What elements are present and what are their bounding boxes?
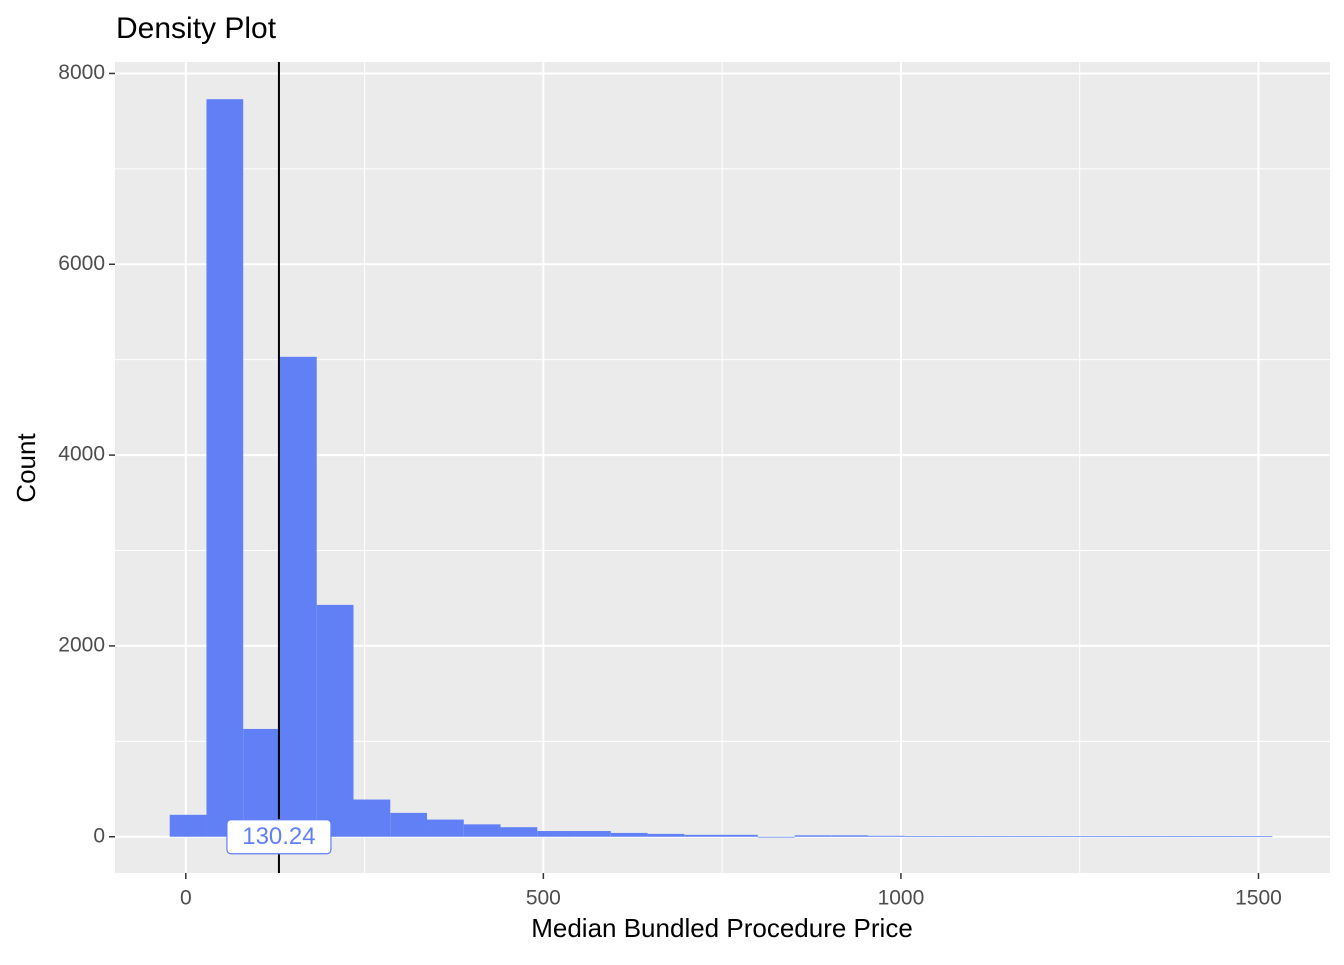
bar bbox=[831, 835, 869, 837]
bar bbox=[427, 819, 464, 837]
bar bbox=[243, 728, 280, 837]
bar bbox=[941, 836, 979, 838]
bar bbox=[684, 834, 722, 837]
median-label-box bbox=[226, 819, 332, 855]
bar bbox=[1051, 836, 1089, 838]
bar bbox=[390, 812, 428, 837]
bar bbox=[1198, 836, 1236, 838]
bar bbox=[463, 824, 501, 837]
bar bbox=[757, 836, 795, 838]
y-tick-label: 4000 bbox=[58, 443, 105, 466]
x-tick-label: 500 bbox=[526, 887, 561, 910]
bar bbox=[1235, 836, 1273, 838]
y-axis-label: Count bbox=[11, 433, 41, 503]
bar bbox=[574, 831, 611, 837]
y-tick-label: 6000 bbox=[58, 252, 105, 275]
bar bbox=[647, 833, 685, 837]
y-tick-label: 0 bbox=[93, 824, 105, 847]
y-tick-label: 2000 bbox=[58, 633, 105, 656]
bar bbox=[169, 814, 207, 837]
bar bbox=[721, 834, 758, 837]
bar bbox=[537, 831, 575, 837]
median-label: 130.24 bbox=[242, 823, 315, 850]
bar bbox=[904, 836, 942, 838]
bar bbox=[316, 604, 354, 837]
bar bbox=[279, 356, 317, 837]
bar bbox=[206, 99, 244, 837]
x-tick-label: 1500 bbox=[1235, 887, 1282, 910]
y-tick-label: 8000 bbox=[58, 61, 105, 84]
bar bbox=[794, 835, 832, 837]
x-axis-label: Median Bundled Procedure Price bbox=[531, 913, 913, 943]
bar bbox=[1125, 836, 1163, 838]
chart-title: Density Plot bbox=[116, 12, 277, 45]
x-tick-label: 1000 bbox=[878, 887, 925, 910]
bar bbox=[978, 836, 1016, 838]
bar bbox=[1015, 836, 1052, 838]
x-tick-label: 0 bbox=[180, 887, 192, 910]
bar bbox=[1162, 836, 1199, 838]
bar bbox=[610, 832, 648, 837]
bar bbox=[353, 799, 391, 837]
bar bbox=[1088, 836, 1126, 838]
bar bbox=[868, 835, 905, 837]
bar bbox=[500, 827, 538, 837]
